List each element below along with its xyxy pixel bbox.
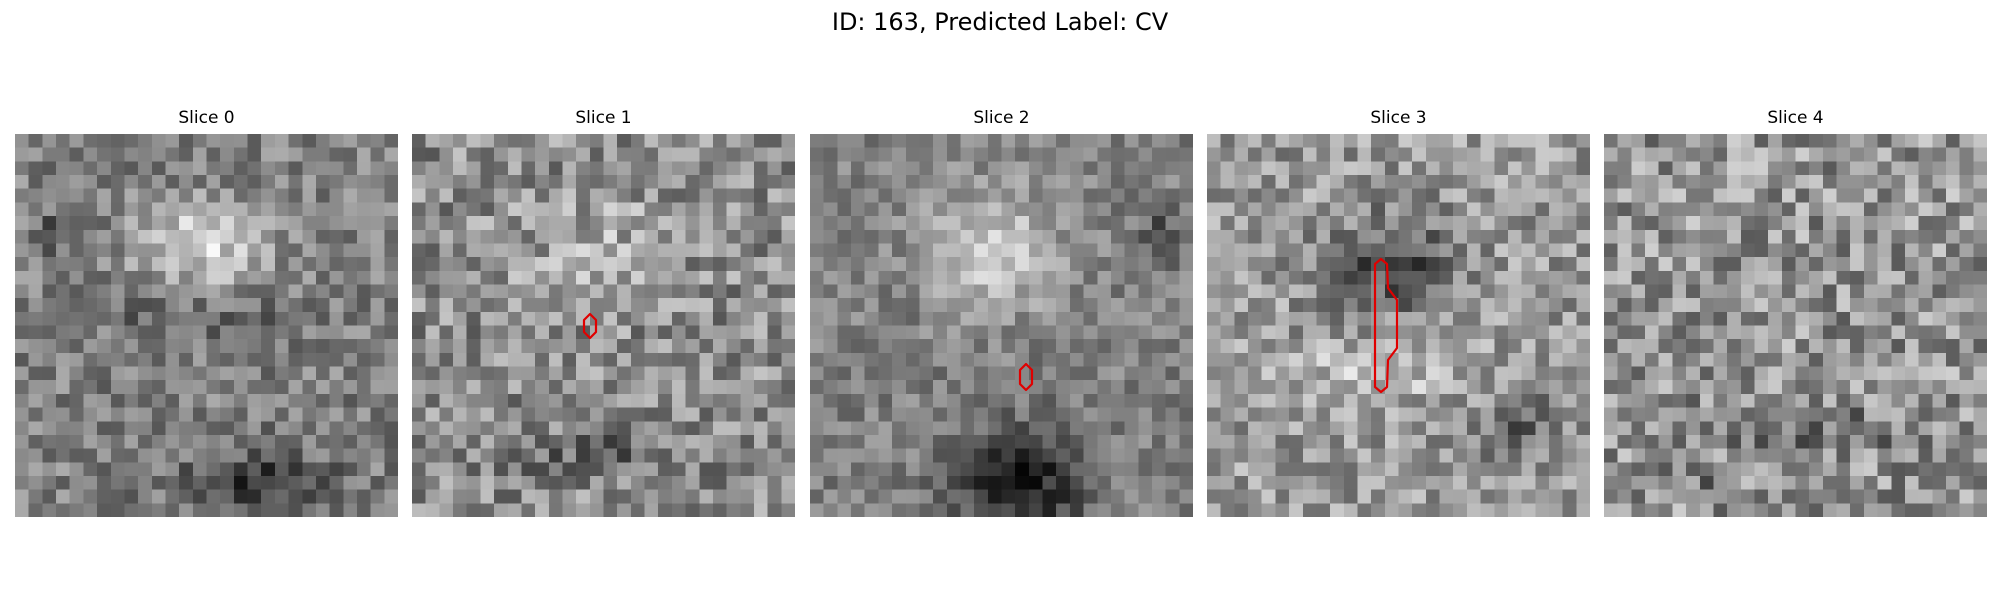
slice-title: Slice 3 bbox=[1370, 108, 1427, 128]
slice-image-4 bbox=[1604, 134, 1987, 517]
slice-image-2 bbox=[810, 134, 1193, 517]
slice-title: Slice 2 bbox=[973, 108, 1030, 128]
slice-image-0 bbox=[15, 134, 398, 517]
slice-panel-2: Slice 2 bbox=[810, 108, 1193, 520]
slice-image-1 bbox=[412, 134, 795, 517]
slice-title: Slice 4 bbox=[1767, 108, 1824, 128]
segmentation-contour-2 bbox=[1018, 362, 1034, 392]
figure-title: ID: 163, Predicted Label: CV bbox=[831, 8, 1169, 36]
slice-title: Slice 1 bbox=[575, 108, 632, 128]
slice-image-3 bbox=[1207, 134, 1590, 517]
slice-panel-1: Slice 1 bbox=[412, 108, 795, 520]
slice-panel-3: Slice 3 bbox=[1207, 108, 1590, 520]
slice-panel-0: Slice 0 bbox=[15, 108, 398, 520]
segmentation-contour-3 bbox=[1373, 257, 1399, 394]
segmentation-contour-1 bbox=[582, 312, 598, 340]
slice-title: Slice 0 bbox=[178, 108, 235, 128]
slice-panel-4: Slice 4 bbox=[1604, 108, 1987, 520]
